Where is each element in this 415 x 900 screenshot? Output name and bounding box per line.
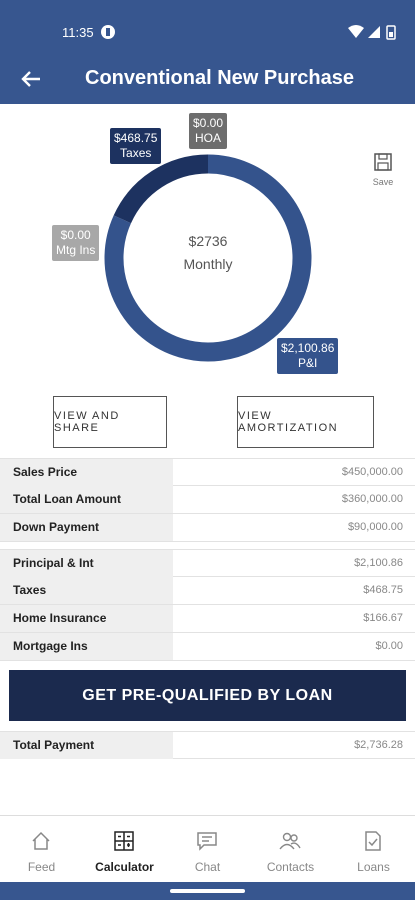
nav-label: Contacts	[266, 860, 315, 874]
row-label: Taxes	[0, 577, 173, 604]
system-nav-bar	[0, 882, 415, 900]
bottom-nav: Feed Calculator Chat Contacts Loans	[0, 815, 415, 883]
row-value: $2,100.86	[354, 557, 403, 569]
view-amortization-button[interactable]: VIEW AMORTIZATION	[237, 396, 374, 448]
nav-item[interactable]: Feed	[0, 816, 83, 883]
center-label: Monthly	[183, 256, 232, 272]
back-button[interactable]	[20, 69, 42, 89]
table-row: Down Payment $90,000.00	[0, 514, 415, 542]
table-row: Sales Price $450,000.00	[0, 458, 415, 486]
donut-segment	[113, 154, 209, 224]
nav-icon	[32, 831, 50, 850]
table-row: Home Insurance $166.67	[0, 605, 415, 633]
table-row: Mortgage Ins $0.00	[0, 633, 415, 661]
row-value: $468.75	[363, 584, 403, 596]
total-label: Total Payment	[0, 732, 173, 759]
table-row: Principal & Int $2,100.86	[0, 549, 415, 577]
prequalify-button[interactable]: GET PRE-QUALIFIED BY LOAN	[9, 670, 406, 721]
row-label: Home Insurance	[0, 605, 173, 632]
callout-category: Mtg Ins	[56, 243, 96, 257]
save-label: Save	[372, 177, 394, 187]
row-value: $360,000.00	[341, 493, 403, 505]
nav-item[interactable]: Chat	[166, 816, 249, 883]
row-value: $0.00	[375, 640, 403, 652]
row-label: Total Loan Amount	[0, 486, 173, 513]
callout: $468.75 Taxes	[110, 128, 162, 164]
callout: $0.00 HOA	[189, 113, 228, 149]
callout-category: HOA	[195, 131, 222, 145]
title: Conventional New Purchase	[85, 67, 354, 89]
callout-category: Taxes	[120, 146, 152, 160]
status-icon	[101, 25, 115, 39]
row-value: $166.67	[363, 612, 403, 624]
time: 11:35	[62, 25, 94, 40]
nav-icon	[365, 831, 381, 851]
row-label: Principal & Int	[0, 550, 173, 577]
nav-icon	[197, 832, 217, 851]
app-bar: Conventional New Purchase	[0, 60, 415, 104]
nav-label: Chat	[194, 860, 221, 874]
nav-label: Feed	[27, 860, 56, 874]
callout: $0.00 Mtg Ins	[52, 225, 100, 261]
home-indicator	[170, 889, 245, 893]
donut-chart: $2736 Monthly	[104, 154, 312, 362]
row-value: $450,000.00	[341, 466, 403, 478]
view-share-button[interactable]: VIEW AND SHARE	[53, 396, 167, 448]
total-value: $2,736.28	[354, 739, 403, 751]
center-value: $2736	[189, 233, 228, 249]
callout: $2,100.86 P&I	[277, 338, 339, 374]
status-bar: 11:35	[0, 0, 415, 60]
row-label: Sales Price	[0, 459, 173, 486]
row-label: Mortgage Ins	[0, 633, 173, 660]
nav-item[interactable]: Contacts	[249, 816, 332, 883]
callout-category: P&I	[298, 356, 318, 370]
save-button[interactable]: Save	[369, 152, 397, 187]
save-icon	[374, 153, 392, 171]
table-row: Total Loan Amount $360,000.00	[0, 486, 415, 514]
callout-value: $2,100.86	[281, 341, 335, 355]
nav-label: Loans	[357, 860, 390, 874]
row-value: $90,000.00	[347, 521, 403, 533]
table-row: Taxes $468.75	[0, 577, 415, 605]
nav-item[interactable]: Calculator	[83, 816, 166, 883]
nav-label: Calculator	[95, 860, 154, 874]
callout-value: $0.00	[193, 116, 224, 130]
row-label: Down Payment	[0, 514, 173, 541]
nav-icon	[114, 831, 134, 851]
total-row: Total Payment $2,736.28	[0, 731, 415, 759]
callout-value: $0.00	[60, 228, 91, 242]
system-icons	[348, 25, 396, 40]
callout-value: $468.75	[114, 131, 158, 145]
nav-item[interactable]: Loans	[332, 816, 415, 883]
nav-icon	[279, 832, 301, 850]
donut-segment	[104, 154, 312, 362]
